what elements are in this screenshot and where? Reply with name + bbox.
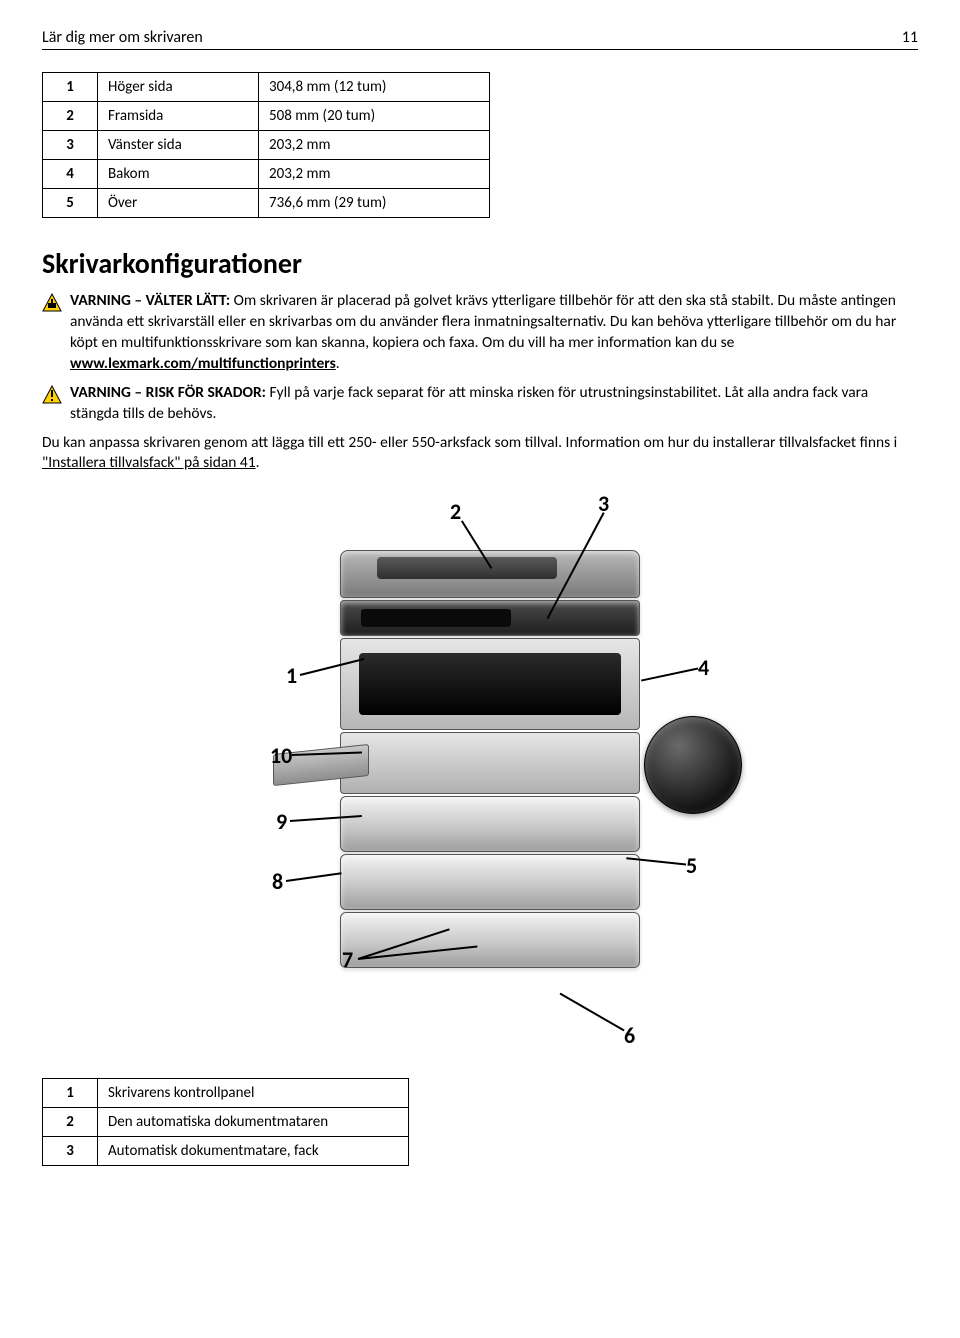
row-label: Vänster sida bbox=[98, 131, 259, 160]
table-row: 3Automatisk dokumentmatare, fack bbox=[43, 1137, 409, 1166]
table-row: 3Vänster sida203,2 mm bbox=[43, 131, 490, 160]
header-title: Lär dig mer om skrivaren bbox=[42, 28, 882, 47]
table-row: 2Den automatiska dokumentmataren bbox=[43, 1108, 409, 1137]
warning-risk-icon bbox=[42, 385, 62, 412]
detail-circle bbox=[644, 716, 742, 814]
warning-risk-text: VARNING – RISK FÖR SKADOR: Fyll på varje… bbox=[70, 383, 918, 425]
callout-number: 6 bbox=[624, 1022, 635, 1049]
printer-illustration bbox=[340, 550, 640, 970]
row-number: 5 bbox=[43, 189, 98, 218]
callout-number: 9 bbox=[276, 808, 287, 835]
row-number: 3 bbox=[43, 131, 98, 160]
row-number: 1 bbox=[43, 73, 98, 102]
row-desc: Skrivarens kontrollpanel bbox=[98, 1079, 409, 1108]
warning-risk-block: VARNING – RISK FÖR SKADOR: Fyll på varje… bbox=[42, 383, 918, 425]
lead-line bbox=[560, 993, 625, 1031]
table-row: 2Framsida508 mm (20 tum) bbox=[43, 102, 490, 131]
running-header: Lär dig mer om skrivaren 11 bbox=[42, 28, 918, 50]
row-label: Framsida bbox=[98, 102, 259, 131]
callout-number: 2 bbox=[450, 498, 461, 525]
document-page: Lär dig mer om skrivaren 11 1Höger sida3… bbox=[0, 0, 960, 1206]
row-value: 203,2 mm bbox=[259, 160, 490, 189]
row-value: 736,6 mm (29 tum) bbox=[259, 189, 490, 218]
printer-figure: 12345678910 bbox=[200, 490, 760, 1050]
row-value: 508 mm (20 tum) bbox=[259, 102, 490, 131]
body-a: Du kan anpassa skrivaren genom att lägga… bbox=[42, 433, 897, 452]
warning-tip-block: VARNING – VÄLTER LÄTT: Om skrivaren är p… bbox=[42, 291, 918, 375]
warning-tip-text: VARNING – VÄLTER LÄTT: Om skrivaren är p… bbox=[70, 291, 918, 375]
external-link[interactable]: www.lexmark.com/multifunctionprinters bbox=[70, 354, 336, 373]
callout-number: 4 bbox=[698, 654, 709, 681]
row-number: 2 bbox=[43, 1108, 98, 1137]
callout-number: 7 bbox=[342, 946, 353, 973]
header-page-number: 11 bbox=[882, 28, 918, 47]
row-number: 4 bbox=[43, 160, 98, 189]
body-b: . bbox=[256, 453, 260, 472]
table-row: 5Över736,6 mm (29 tum) bbox=[43, 189, 490, 218]
callout-number: 1 bbox=[286, 662, 297, 689]
callout-number: 10 bbox=[270, 742, 292, 769]
body-paragraph: Du kan anpassa skrivaren genom att lägga… bbox=[42, 433, 918, 475]
warning-tip-lead: VARNING – VÄLTER LÄTT: bbox=[70, 291, 230, 310]
row-label: Bakom bbox=[98, 160, 259, 189]
warning-tip-icon bbox=[42, 293, 62, 320]
callout-number: 5 bbox=[686, 852, 697, 879]
row-label: Höger sida bbox=[98, 73, 259, 102]
row-number: 2 bbox=[43, 102, 98, 131]
warning-tip-body-b: . bbox=[336, 354, 340, 373]
row-value: 304,8 mm (12 tum) bbox=[259, 73, 490, 102]
warning-risk-lead: VARNING – RISK FÖR SKADOR: bbox=[70, 383, 266, 402]
row-number: 3 bbox=[43, 1137, 98, 1166]
table-row: 1Höger sida304,8 mm (12 tum) bbox=[43, 73, 490, 102]
lead-line bbox=[286, 873, 342, 882]
row-value: 203,2 mm bbox=[259, 131, 490, 160]
lead-line bbox=[641, 668, 698, 682]
row-desc: Den automatiska dokumentmataren bbox=[98, 1108, 409, 1137]
table-row: 1Skrivarens kontrollpanel bbox=[43, 1079, 409, 1108]
table-row: 4Bakom203,2 mm bbox=[43, 160, 490, 189]
row-desc: Automatisk dokumentmatare, fack bbox=[98, 1137, 409, 1166]
section-heading: Skrivarkonfigurationer bbox=[42, 246, 918, 281]
dimensions-table: 1Höger sida304,8 mm (12 tum)2Framsida508… bbox=[42, 72, 490, 218]
row-label: Över bbox=[98, 189, 259, 218]
row-number: 1 bbox=[43, 1079, 98, 1108]
callout-number: 8 bbox=[272, 868, 283, 895]
parts-table: 1Skrivarens kontrollpanel2Den automatisk… bbox=[42, 1078, 409, 1166]
internal-link[interactable]: "Installera tillvalsfack" på sidan 41 bbox=[42, 453, 256, 472]
